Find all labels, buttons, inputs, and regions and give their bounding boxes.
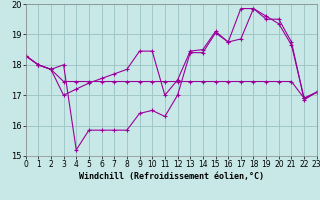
X-axis label: Windchill (Refroidissement éolien,°C): Windchill (Refroidissement éolien,°C) [79,172,264,181]
